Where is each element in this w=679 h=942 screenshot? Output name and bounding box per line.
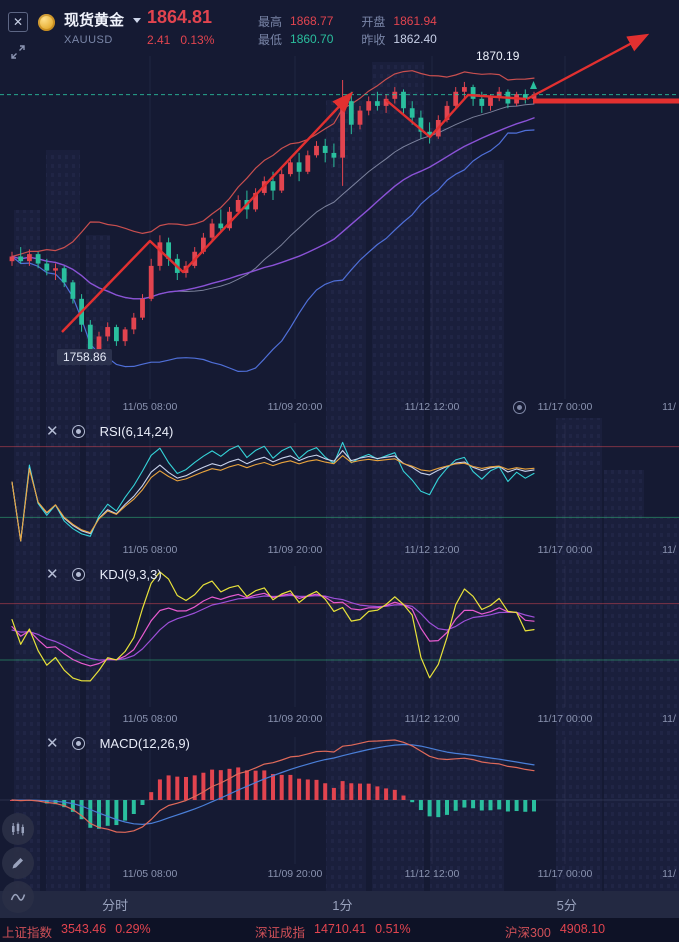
indicator-settings-icon[interactable] xyxy=(71,425,85,438)
stat-label: 开盘 xyxy=(361,14,386,29)
last-price: 1864.81 xyxy=(147,7,213,27)
time-axis-row: 11/05 08:00 11/09 20:00 11/12 12:00 11/17 0… xyxy=(0,544,679,558)
ticker-name: 上证指数 xyxy=(2,926,53,940)
axis-date-label: 11/12 12:00 xyxy=(404,401,460,413)
ticker-name: 沪深300 xyxy=(505,926,551,940)
rsi-panel-header: ✕ RSI(6,14,24) xyxy=(46,424,173,439)
stat-value: 1861.94 xyxy=(393,14,437,28)
ticker-value: 14710.41 xyxy=(314,922,367,936)
stat-high: 最高 1868.77 xyxy=(258,12,333,30)
gold-coin-icon xyxy=(38,14,55,31)
axis-date-label: 11/05 08:00 xyxy=(122,401,178,413)
index-ticker-bar: 上证指数 3543.46 0.29% 深证成指 14710.41 0.51% 沪… xyxy=(0,918,679,942)
ticker-value: 3543.46 xyxy=(61,922,107,936)
close-icon[interactable]: ✕ xyxy=(46,423,59,440)
high-price-label: 1870.19 xyxy=(476,49,520,63)
macd-panel-header: ✕ MACD(12,26,9) xyxy=(46,736,190,751)
macd-title: MACD(12,26,9) xyxy=(99,736,190,751)
indicator-wave-icon[interactable] xyxy=(2,881,34,913)
price-change-pct: 0.13% xyxy=(180,33,215,47)
axis-date-label: 11/17 00:00 xyxy=(537,544,593,556)
ticker-shanghai-index[interactable]: 上证指数 3543.46 0.29% xyxy=(2,922,151,941)
stat-open: 开盘 1861.94 xyxy=(361,12,436,30)
tab-1min[interactable]: 1分 xyxy=(332,898,353,913)
ticker-change: 0.29% xyxy=(115,922,151,936)
ticker-name: 深证成指 xyxy=(255,926,306,940)
axis-date-label: 11/09 20:00 xyxy=(267,401,323,413)
axis-date-label: 11/05 08:00 xyxy=(122,713,178,725)
axis-date-label: 11/12 12:00 xyxy=(404,868,460,880)
header: ✕ 现货黄金 XAUUSD 1864.81 2.41 0.13% 最高 1868… xyxy=(0,0,679,56)
stat-value: 1860.70 xyxy=(290,32,334,46)
tab-timeline[interactable]: 分时 xyxy=(102,898,129,913)
stat-value: 1868.77 xyxy=(290,14,334,28)
axis-date-label: 11/09 20:00 xyxy=(267,713,323,725)
axis-date-label: 11/ xyxy=(662,544,676,556)
period-tabbar: 分时 1分 5分 xyxy=(0,891,679,918)
kdj-title: KDJ(9,3,3) xyxy=(99,567,162,582)
close-icon[interactable]: ✕ xyxy=(8,12,28,32)
axis-date-label: 11/05 08:00 xyxy=(122,868,178,880)
axis-date-label: 11/09 20:00 xyxy=(267,868,323,880)
axis-date-label: 11/12 12:00 xyxy=(404,544,460,556)
chevron-down-icon[interactable] xyxy=(133,18,142,23)
low-price-label: 1758.86 xyxy=(57,349,113,365)
price-stats: 最高 1868.77 最低 1860.70 开盘 1861.94 昨收 1862… xyxy=(258,12,437,48)
indicator-settings-icon[interactable] xyxy=(71,568,85,581)
axis-date-label: 11/ xyxy=(662,713,676,725)
tab-5min[interactable]: 5分 xyxy=(556,898,577,913)
ticker-value: 4908.10 xyxy=(559,922,606,936)
stat-value: 1862.40 xyxy=(393,32,437,46)
camera-icon[interactable] xyxy=(513,401,526,414)
symbol-code: XAUUSD xyxy=(64,34,113,46)
axis-date-label: 11/ xyxy=(662,401,676,413)
close-icon[interactable]: ✕ xyxy=(46,735,59,752)
axis-date-label: 11/12 12:00 xyxy=(404,713,460,725)
time-axis-row: 11/05 08:00 11/09 20:00 11/12 12:00 11/17 0… xyxy=(0,868,679,882)
time-axis-row: 11/05 08:00 11/09 20:00 11/12 12:00 11/17 0… xyxy=(0,713,679,727)
axis-date-label: 11/17 00:00 xyxy=(537,713,593,725)
price-block: 1864.81 2.41 0.13% xyxy=(147,7,214,47)
price-change: 2.41 xyxy=(147,33,171,47)
axis-date-label: 11/09 20:00 xyxy=(267,544,323,556)
draw-pencil-icon[interactable] xyxy=(2,847,34,879)
close-icon[interactable]: ✕ xyxy=(46,566,59,583)
ticker-change: 0.51% xyxy=(375,922,411,936)
axis-date-label: 11/ xyxy=(662,868,676,880)
axis-date-label: 11/17 00:00 xyxy=(537,401,593,413)
rsi-title: RSI(6,14,24) xyxy=(99,424,174,439)
ticker-shenzhen-index[interactable]: 深证成指 14710.41 0.51% xyxy=(255,922,411,941)
stat-label: 最低 xyxy=(258,32,283,47)
stat-label: 昨收 xyxy=(361,32,386,47)
ticker-csi300[interactable]: 沪深300 4908.10 xyxy=(505,922,614,941)
stat-prev-close: 昨收 1862.40 xyxy=(361,30,436,48)
stat-low: 最低 1860.70 xyxy=(258,30,333,48)
stat-label: 最高 xyxy=(258,14,283,29)
time-axis-row: 11/05 08:00 11/09 20:00 11/12 12:00 11/17 0… xyxy=(0,401,679,415)
symbol-name[interactable]: 现货黄金 xyxy=(64,12,125,29)
kdj-panel-header: ✕ KDJ(9,3,3) xyxy=(46,567,162,582)
indicator-settings-icon[interactable] xyxy=(71,737,85,750)
symbol-title-block[interactable]: 现货黄金 XAUUSD xyxy=(64,9,142,46)
expand-icon[interactable] xyxy=(9,44,27,62)
axis-date-label: 11/17 00:00 xyxy=(537,868,593,880)
chart-type-icon[interactable] xyxy=(2,813,34,845)
axis-date-label: 11/05 08:00 xyxy=(122,544,178,556)
